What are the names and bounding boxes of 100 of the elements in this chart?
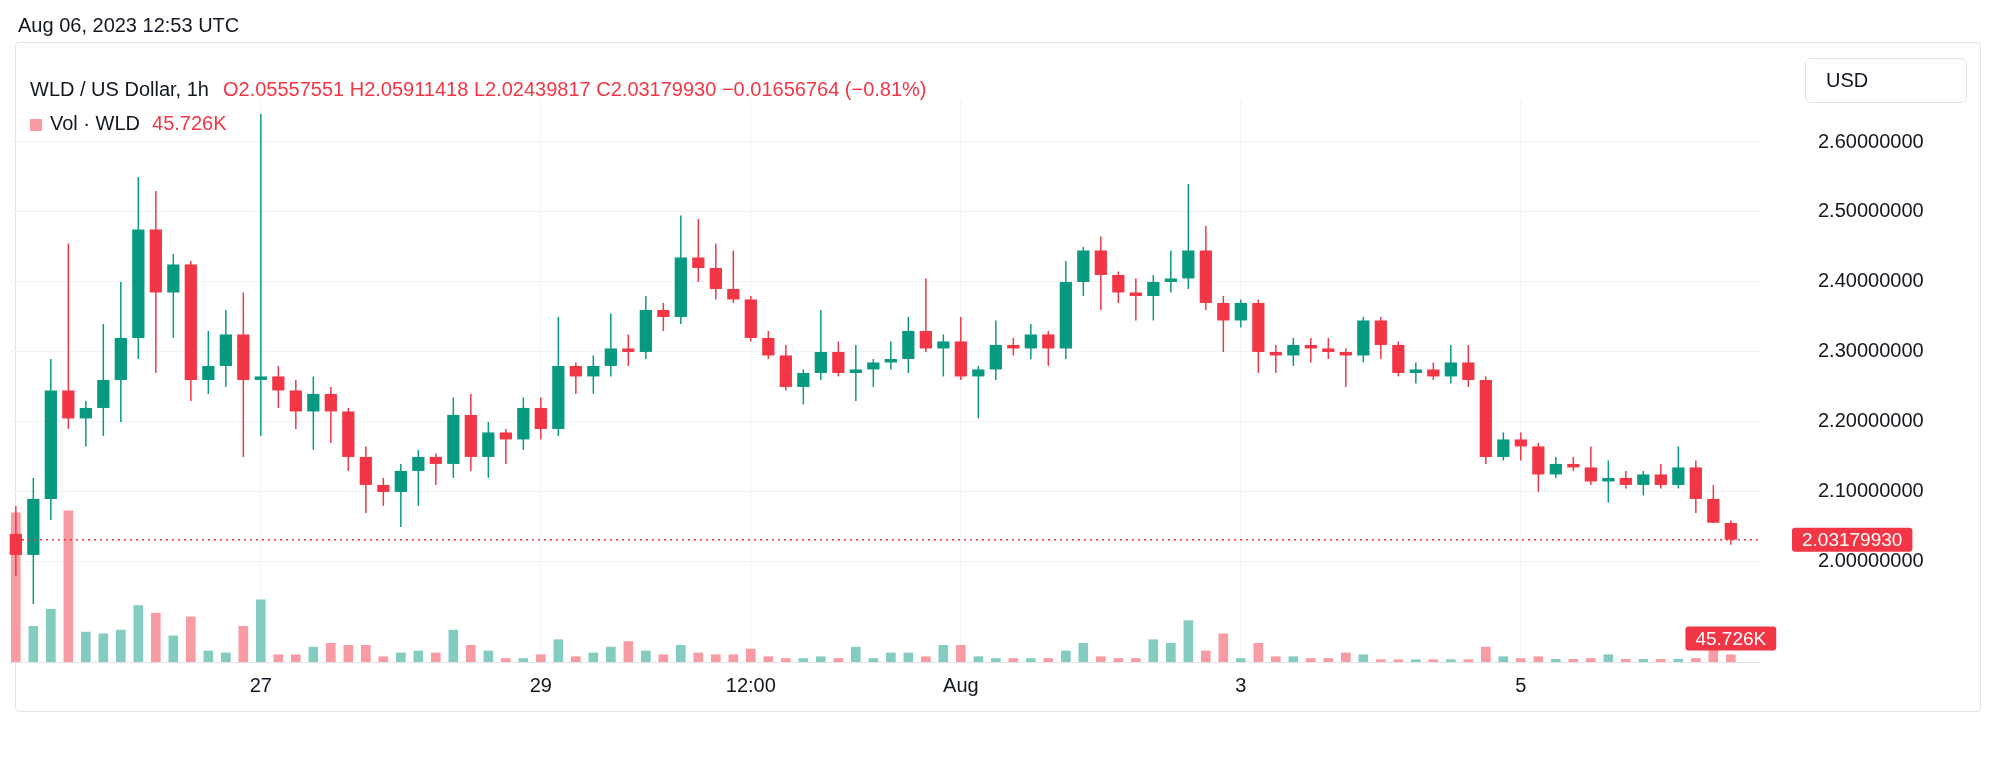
- bar: [1253, 642, 1264, 662]
- bar: [798, 658, 809, 662]
- candlestick: [937, 333, 950, 378]
- candlestick: [832, 340, 845, 378]
- bar: [1026, 658, 1036, 662]
- bar: [571, 656, 581, 662]
- x-tick-label: Aug: [943, 673, 979, 696]
- bar: [1393, 659, 1404, 662]
- bar: [1131, 658, 1141, 662]
- bar: [501, 658, 511, 662]
- text: USD: [1805, 58, 1967, 103]
- bar: [238, 625, 249, 662]
- candlestick: [499, 428, 512, 465]
- bar: [868, 658, 879, 662]
- bar: [1288, 656, 1299, 662]
- bar: [273, 654, 284, 662]
- candlestick: [307, 375, 320, 451]
- bar: [1446, 659, 1456, 662]
- legend-label: Vol · WLD: [50, 112, 141, 134]
- bar: [483, 650, 494, 662]
- candlestick: [1147, 274, 1160, 322]
- bar: [676, 644, 686, 662]
- bar: [1061, 650, 1071, 662]
- bar: [956, 644, 966, 662]
- bar: [711, 654, 721, 662]
- bar: [763, 656, 774, 662]
- bar: [1323, 658, 1334, 662]
- bar: [413, 650, 424, 662]
- candlestick: [1112, 270, 1125, 304]
- bar: [378, 656, 389, 662]
- bar: [308, 646, 319, 662]
- bar: [921, 656, 931, 662]
- y-tick-label: 2.30000000: [1818, 339, 1924, 362]
- candlestick: [1462, 344, 1475, 388]
- candlestick: [692, 218, 705, 283]
- candlestick: [1444, 344, 1457, 385]
- bar: [816, 656, 826, 662]
- bar: [46, 608, 56, 662]
- candlestick: [1497, 431, 1510, 462]
- y-tick-label: 2.50000000: [1818, 199, 1924, 222]
- bar: [291, 654, 301, 662]
- bar: [1166, 642, 1176, 662]
- bar: [1358, 654, 1369, 662]
- bar: [1638, 659, 1649, 662]
- bar: [1533, 656, 1544, 662]
- bar: [396, 652, 406, 662]
- bar: [1656, 659, 1666, 662]
- candlestick: [1042, 330, 1055, 367]
- candlestick: [272, 365, 285, 409]
- candlestick: [1637, 470, 1650, 497]
- bar: [28, 625, 39, 662]
- bar: [1236, 658, 1246, 662]
- candlestick: [587, 354, 600, 395]
- candlestick: [1217, 295, 1230, 353]
- bar: [1726, 654, 1736, 662]
- bar: [1463, 659, 1474, 662]
- candlestick: [604, 312, 617, 378]
- bar: [728, 654, 739, 662]
- bar: [186, 616, 196, 662]
- candlestick: [972, 365, 985, 420]
- candlestick: [202, 330, 215, 395]
- bar: [641, 650, 651, 662]
- bar: [1201, 650, 1211, 662]
- bar: [1078, 642, 1089, 662]
- bar: [1428, 659, 1439, 662]
- chart-title: WLD / US Dollar, 1h: [30, 78, 209, 100]
- candlestick: [1129, 277, 1142, 322]
- bar: [536, 654, 546, 662]
- candlestick: [324, 386, 337, 444]
- x-tick-label: 3: [1235, 673, 1247, 696]
- candlestick: [1164, 249, 1177, 294]
- bar: [151, 612, 161, 662]
- candlestick: [709, 242, 722, 301]
- bar: [1096, 656, 1106, 662]
- candlestick: [289, 379, 302, 430]
- bar: [81, 631, 91, 662]
- bar: [623, 641, 634, 662]
- bar: [1603, 654, 1614, 662]
- bar: [203, 650, 214, 662]
- candlestick: [1707, 484, 1720, 525]
- bar: [133, 605, 144, 662]
- candlestick: [849, 344, 862, 402]
- bar: [1621, 659, 1631, 662]
- bar: [1341, 652, 1351, 662]
- bar: [886, 652, 896, 662]
- candlestick: [429, 452, 442, 486]
- candlestick: [727, 249, 740, 304]
- candlestick: [377, 477, 390, 507]
- bar: [1551, 659, 1561, 662]
- annotation: 45.726K: [152, 112, 227, 134]
- x-tick-label: 29: [529, 673, 552, 696]
- bar: [991, 658, 1001, 662]
- bar: [518, 658, 529, 662]
- bar: [1691, 658, 1701, 662]
- data-label: 45.726K: [1695, 627, 1767, 649]
- bar: [1043, 658, 1054, 662]
- bar: [781, 658, 791, 662]
- bar: [1568, 659, 1579, 662]
- bar: [431, 652, 441, 662]
- bar: [326, 642, 336, 662]
